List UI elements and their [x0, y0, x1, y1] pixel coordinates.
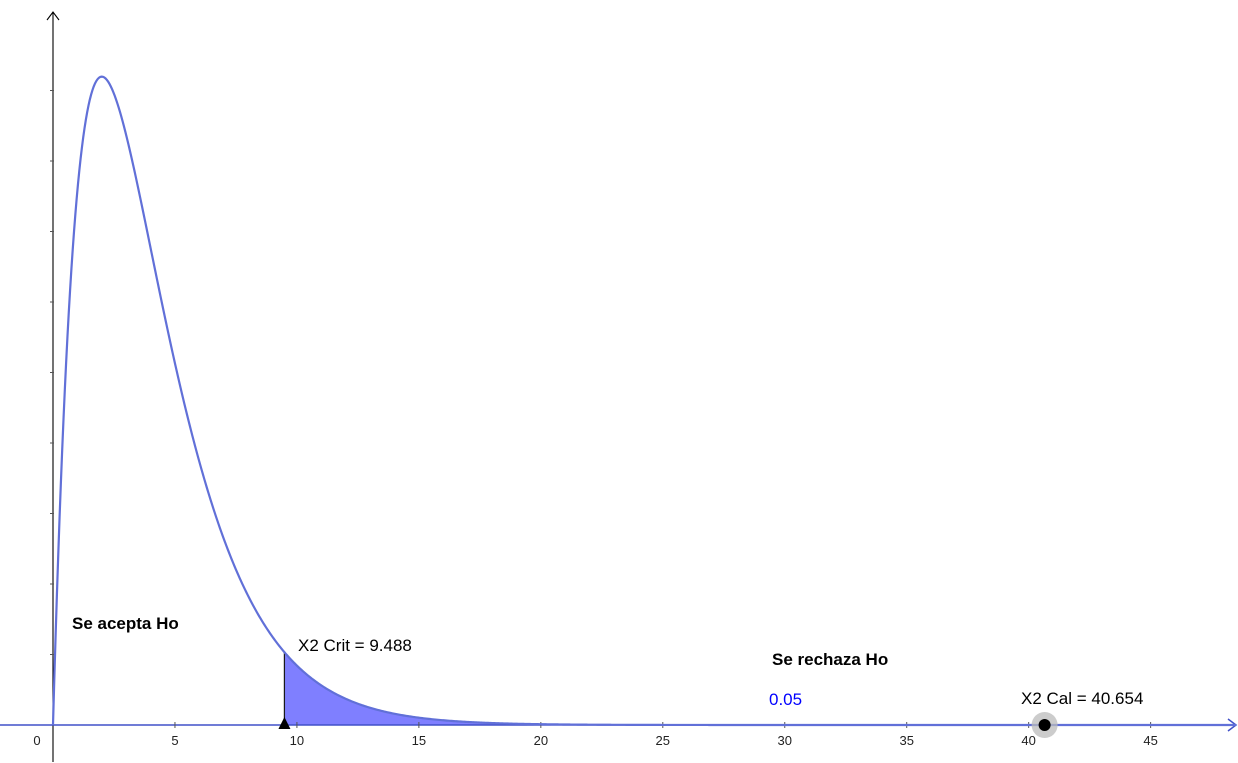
x-tick-label: 45 [1143, 733, 1157, 748]
x-tick-label: 30 [778, 733, 792, 748]
critical-value-label: X2 Crit = 9.488 [298, 636, 412, 655]
x-tick-label: 40 [1021, 733, 1035, 748]
critical-value-marker [278, 717, 291, 729]
x-tick-label: 0 [33, 733, 40, 748]
density-curve [51, 75, 1236, 727]
alpha-label: 0.05 [769, 690, 802, 709]
y-axis-ticks [50, 90, 54, 655]
calculated-value-point [1038, 719, 1051, 731]
x-tick-label: 15 [412, 733, 426, 748]
x-tick-label: 10 [290, 733, 304, 748]
y-axis-arrow [46, 11, 60, 21]
reject-region-label: Se rechaza Ho [772, 650, 888, 669]
x-tick-label: 20 [534, 733, 548, 748]
x-tick-label: 35 [899, 733, 913, 748]
calculated-value-label: X2 Cal = 40.654 [1021, 689, 1143, 708]
x-tick-label: 25 [656, 733, 670, 748]
accept-region-label: Se acepta Ho [72, 614, 179, 633]
x-tick-label: 5 [171, 733, 178, 748]
